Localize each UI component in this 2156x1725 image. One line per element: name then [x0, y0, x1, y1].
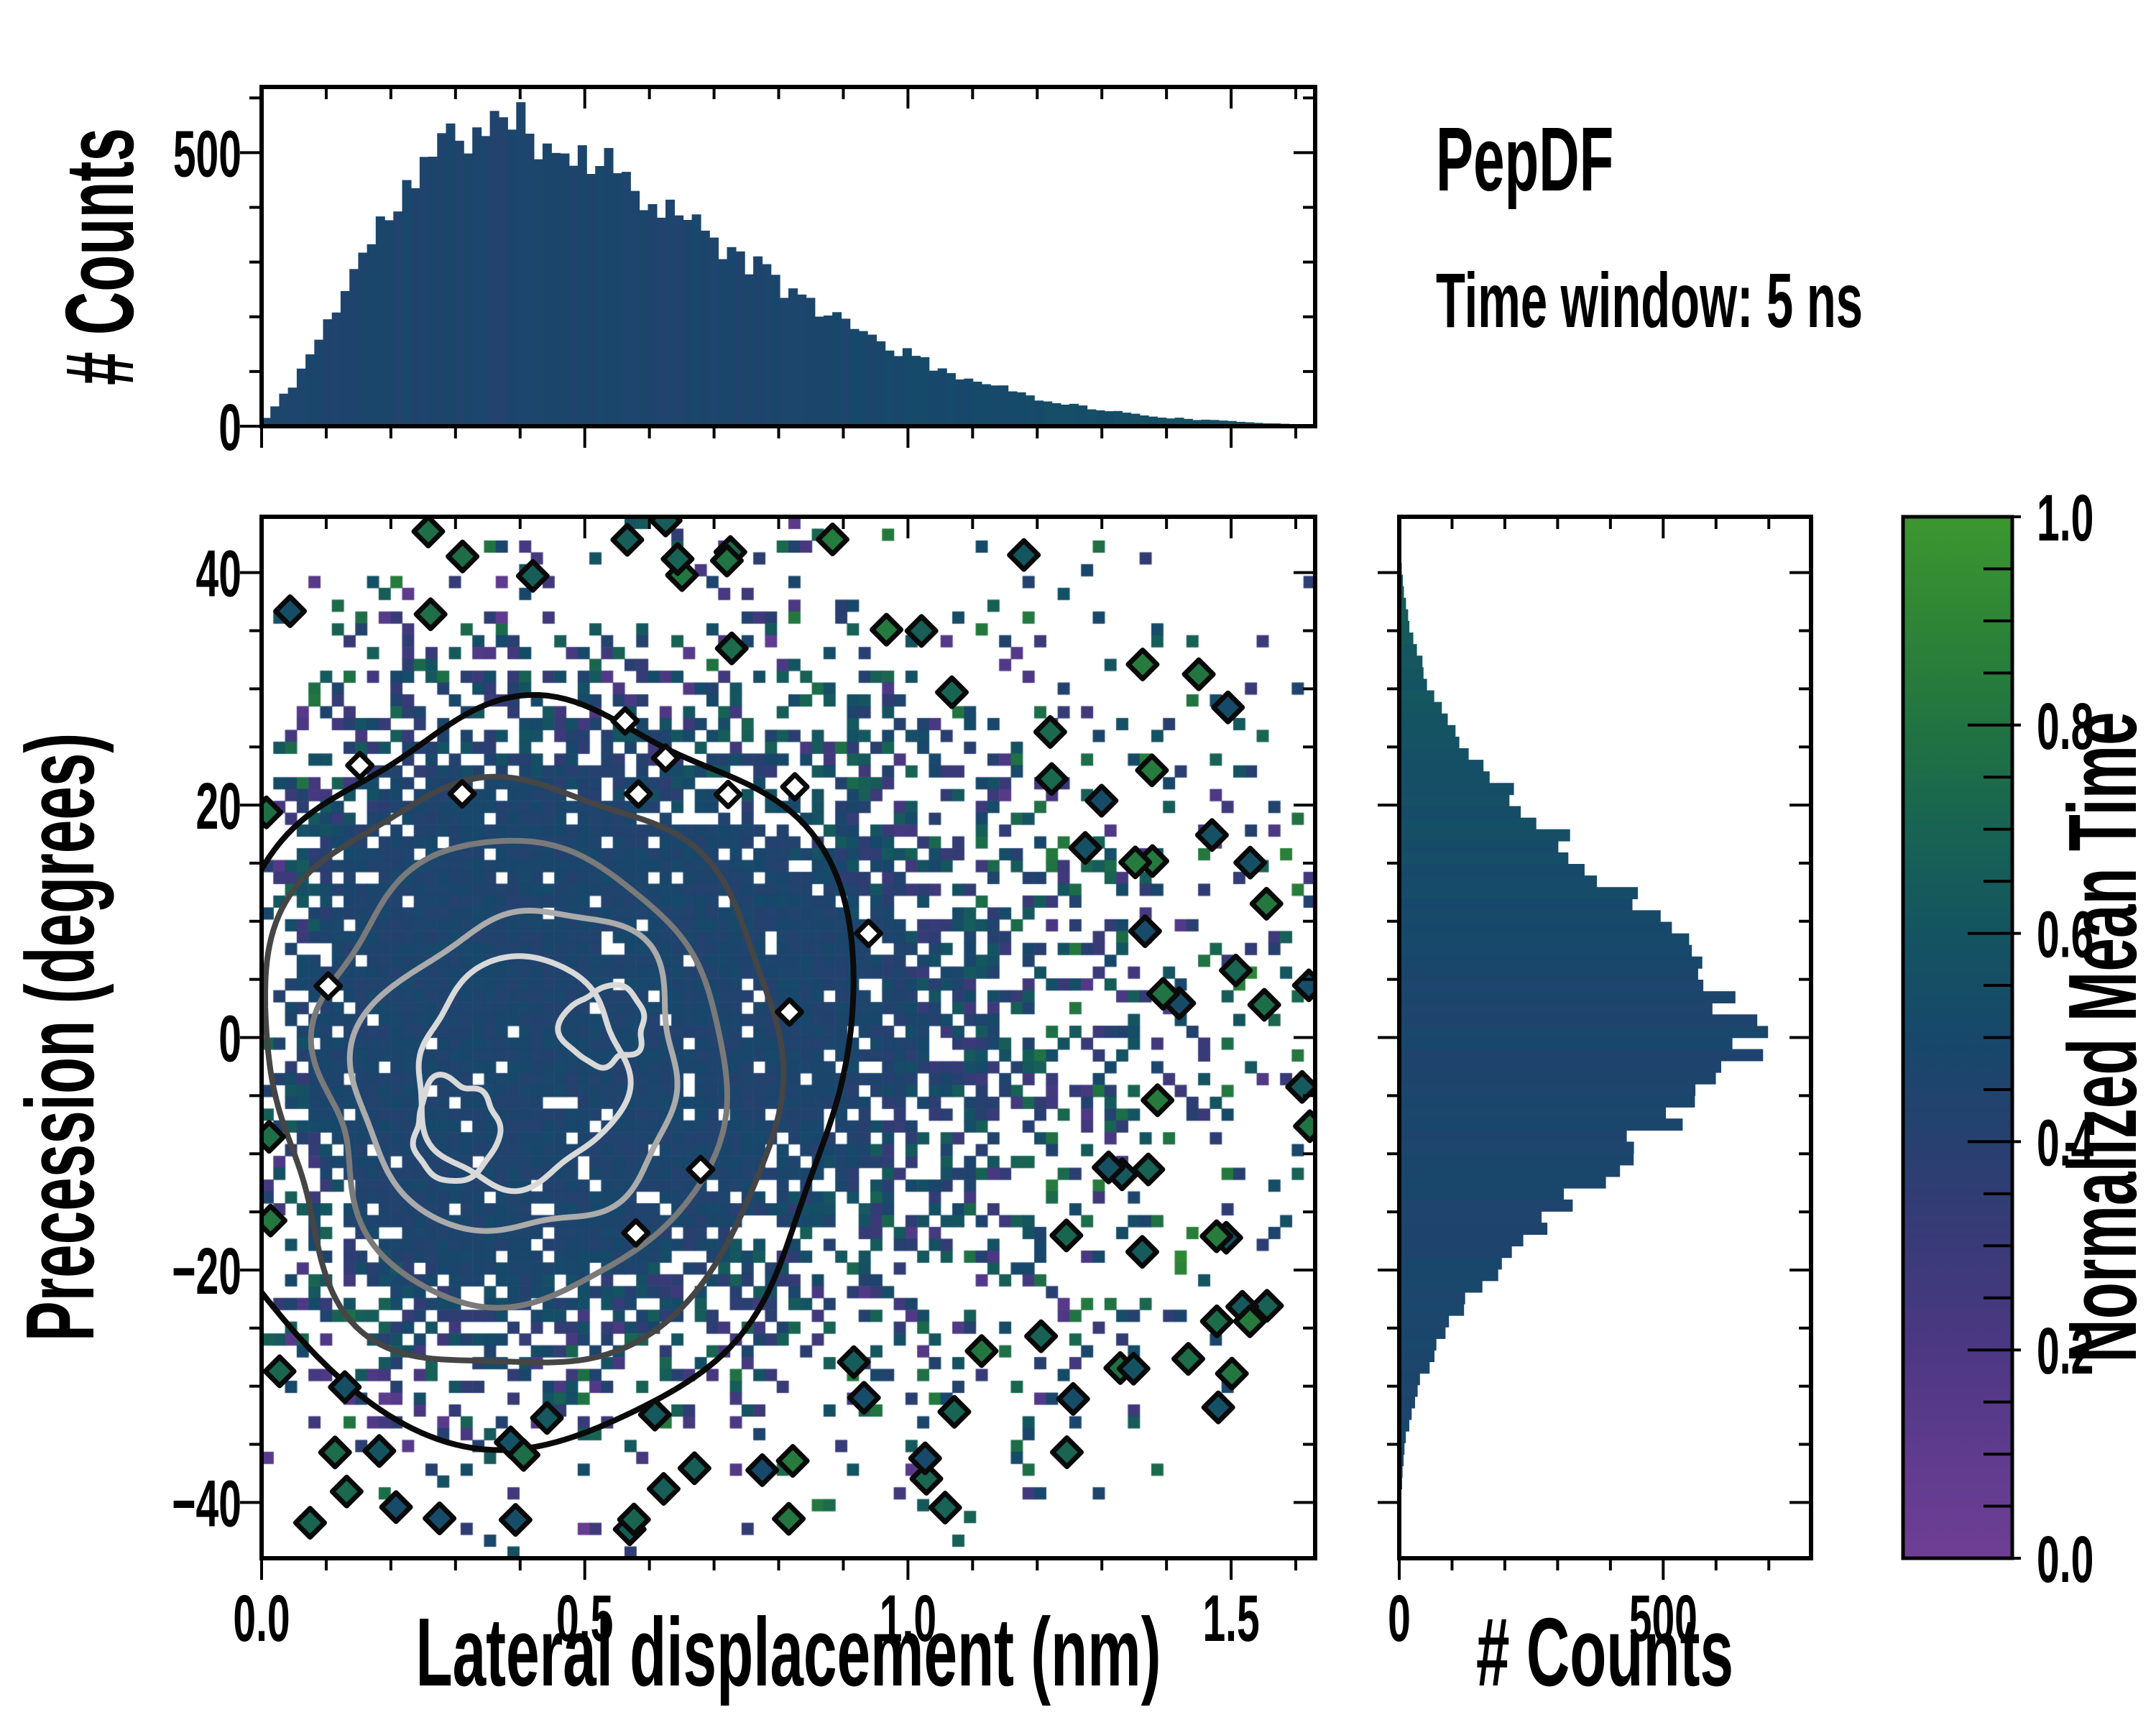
top-hist-y-axis-title: # Counts [45, 128, 153, 385]
tick-label: 1.0 [2037, 482, 2093, 555]
tick-label: 0.4 [2037, 1107, 2094, 1180]
right-histogram-bars [1399, 517, 1769, 1547]
density-contours [262, 691, 857, 1453]
tick-label: −20 [172, 1235, 241, 1308]
tick-label: 1.5 [1202, 1582, 1259, 1655]
tick-label: 1.0 [880, 1582, 936, 1655]
tick-labels: 0.0 0.2 0.4 0.6 0.8 1.0 0.0 0.5 1.0 1.5 40 20 0 −20 −4… [172, 118, 2093, 1656]
tick-label: 0.6 [2037, 898, 2093, 972]
tick-label: 0.0 [233, 1582, 290, 1655]
tick-label: 20 [196, 770, 241, 843]
isolated-cell-outlines [262, 517, 1315, 1547]
tick-label: 500 [1629, 1582, 1697, 1655]
figure-title: PepDF [1436, 109, 1613, 211]
right-hist-x-axis-title: # Counts [1476, 1597, 1733, 1706]
colorbar [1901, 515, 2021, 1560]
tick-label: 500 [173, 118, 241, 191]
colorbar-axis-title: Normalized Mean Time [2047, 712, 2156, 1362]
main-x-axis-title: Lateral displacement (nm) [415, 1597, 1161, 1706]
tick-label: 0 [218, 391, 241, 464]
figure-subtitle: Time window: 5 ns [1436, 258, 1863, 344]
tick-label: −40 [172, 1468, 241, 1541]
tick-label: 40 [196, 538, 241, 611]
axes-and-ticks [240, 85, 1813, 1580]
heatmap-cells-canvas [262, 517, 1315, 1558]
tick-label: 0.0 [2037, 1523, 2093, 1596]
top-histogram-bars [262, 102, 1316, 427]
tick-label: 0 [1388, 1582, 1411, 1655]
tick-label: 0.5 [556, 1582, 613, 1655]
tick-label: 0.8 [2037, 690, 2093, 763]
main-y-axis-title: Precession (degrees) [5, 733, 114, 1342]
tick-label: 0 [218, 1003, 241, 1076]
tick-label: 0.2 [2037, 1315, 2093, 1388]
